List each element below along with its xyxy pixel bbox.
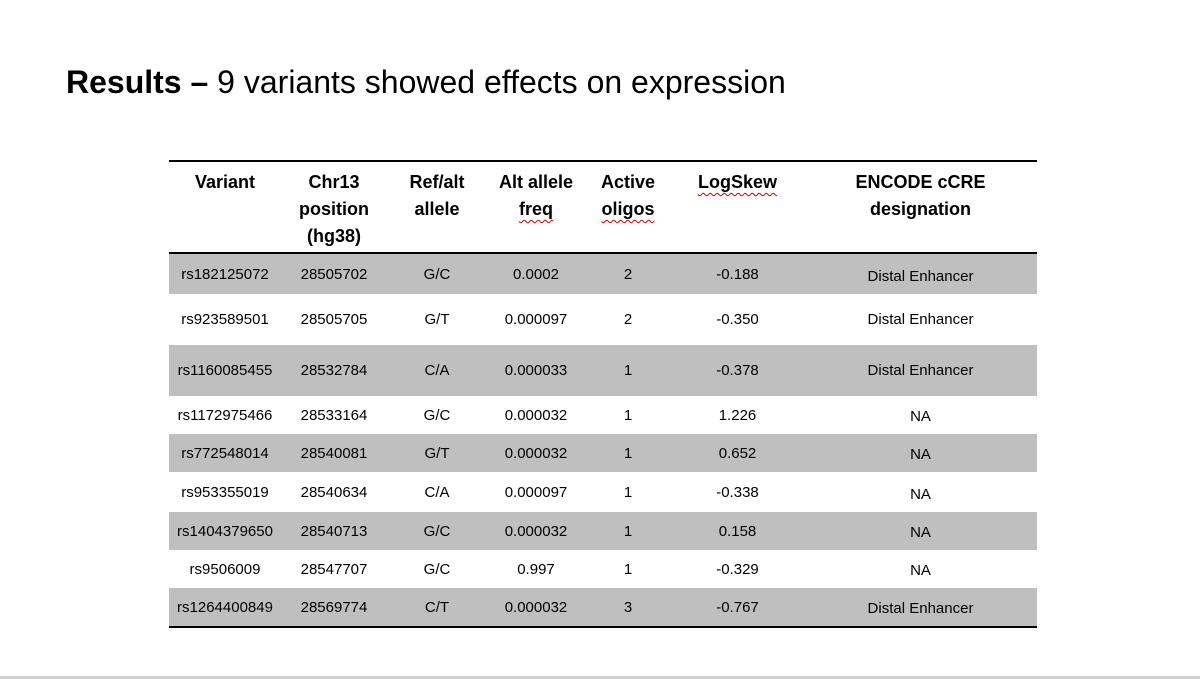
cell-variant: rs1172975466 xyxy=(177,406,273,424)
header-encode: ENCODE cCRE designation xyxy=(804,160,1037,254)
cell-ref-alt: G/C xyxy=(423,406,451,424)
cell-logskew: 0.158 xyxy=(671,512,804,550)
cell-encode: NA xyxy=(910,561,931,579)
cell-ref-alt: G/T xyxy=(424,311,450,328)
cell-variant: rs923589501 xyxy=(181,311,269,328)
cell-position: 28533164 xyxy=(300,406,368,424)
cell-logskew: -0.188 xyxy=(671,253,804,294)
header-variant: Variant xyxy=(169,160,281,254)
cell-position: 28532784 xyxy=(281,345,387,396)
table-row: rs182125072 28505702 G/C 0.0002 2 -0.188… xyxy=(169,253,1037,294)
cell-variant: rs9506009 xyxy=(189,560,261,578)
cell-position: 28505705 xyxy=(300,311,368,328)
cell-position: 28540634 xyxy=(300,483,368,501)
header-alt-freq: Alt allele freq xyxy=(487,160,585,254)
cell-alt-freq: 0.000097 xyxy=(504,311,568,328)
cell-logskew: -0.329 xyxy=(716,560,759,578)
cell-alt-freq: 0.000032 xyxy=(487,588,585,628)
cell-active-oligos: 1 xyxy=(623,560,633,578)
cell-active-oligos: 1 xyxy=(623,483,633,501)
cell-logskew: -0.767 xyxy=(671,588,804,628)
table-row: rs923589501 28505705 G/T 0.000097 2 -0.3… xyxy=(169,294,1037,345)
cell-encode: NA xyxy=(910,407,931,425)
cell-position: 28505702 xyxy=(281,253,387,294)
table-row: rs772548014 28540081 G/T 0.000032 1 0.65… xyxy=(169,434,1037,472)
cell-encode: NA xyxy=(804,434,1037,472)
cell-ref-alt: C/T xyxy=(387,588,487,628)
cell-active-oligos: 1 xyxy=(623,406,633,424)
cell-ref-alt: G/C xyxy=(387,253,487,294)
cell-alt-freq: 0.000032 xyxy=(504,406,568,424)
table-row: rs9506009 28547707 G/C 0.997 1 -0.329 NA xyxy=(169,550,1037,588)
title-rest: 9 variants showed effects on expression xyxy=(208,64,786,100)
cell-ref-alt: C/A xyxy=(387,345,487,396)
cell-logskew: -0.378 xyxy=(671,345,804,396)
cell-variant: rs1160085455 xyxy=(169,345,281,396)
table-row: rs953355019 28540634 C/A 0.000097 1 -0.3… xyxy=(169,472,1037,512)
cell-alt-freq: 0.0002 xyxy=(487,253,585,294)
cell-encode: Distal Enhancer xyxy=(804,253,1037,294)
table-row: rs1160085455 28532784 C/A 0.000033 1 -0.… xyxy=(169,345,1037,396)
cell-active-oligos: 2 xyxy=(623,311,633,328)
cell-position: 28569774 xyxy=(281,588,387,628)
cell-variant: rs182125072 xyxy=(169,253,281,294)
cell-logskew: 1.226 xyxy=(718,406,757,424)
cell-active-oligos: 1 xyxy=(585,512,671,550)
cell-encode: NA xyxy=(804,512,1037,550)
cell-variant: rs1264400849 xyxy=(169,588,281,628)
cell-alt-freq: 0.997 xyxy=(517,560,555,578)
cell-encode: Distal Enhancer xyxy=(804,588,1037,628)
cell-logskew: -0.338 xyxy=(716,483,759,501)
cell-encode: Distal Enhancer xyxy=(804,345,1037,396)
cell-ref-alt: G/T xyxy=(387,434,487,472)
header-active-oligos: Active oligos xyxy=(585,160,671,254)
cell-encode: NA xyxy=(910,485,931,503)
table-row: rs1404379650 28540713 G/C 0.000032 1 0.1… xyxy=(169,512,1037,550)
cell-ref-alt: G/C xyxy=(423,560,451,578)
header-position: Chr13 position (hg38) xyxy=(281,160,387,254)
cell-alt-freq: 0.000032 xyxy=(487,512,585,550)
cell-active-oligos: 1 xyxy=(585,345,671,396)
cell-active-oligos: 1 xyxy=(585,434,671,472)
header-ref-alt: Ref/alt allele xyxy=(387,160,487,254)
header-logskew: LogSkew xyxy=(671,160,804,254)
cell-variant: rs1404379650 xyxy=(169,512,281,550)
results-table: Variant Chr13 position (hg38) Ref/alt allel… xyxy=(169,160,1037,628)
cell-alt-freq: 0.000097 xyxy=(504,483,568,501)
cell-ref-alt: C/A xyxy=(424,483,450,501)
cell-logskew: -0.350 xyxy=(716,311,759,328)
cell-position: 28540713 xyxy=(281,512,387,550)
cell-alt-freq: 0.000033 xyxy=(487,345,585,396)
cell-logskew: 0.652 xyxy=(671,434,804,472)
cell-active-oligos: 2 xyxy=(585,253,671,294)
cell-position: 28540081 xyxy=(281,434,387,472)
cell-position: 28547707 xyxy=(300,560,368,578)
table-row: rs1172975466 28533164 G/C 0.000032 1 1.2… xyxy=(169,396,1037,434)
cell-variant: rs953355019 xyxy=(181,483,269,501)
cell-variant: rs772548014 xyxy=(169,434,281,472)
header-row: Variant Chr13 position (hg38) Ref/alt allel… xyxy=(169,160,1037,254)
cell-ref-alt: G/C xyxy=(387,512,487,550)
slide-title: Results – 9 variants showed effects on e… xyxy=(66,60,786,104)
cell-encode: Distal Enhancer xyxy=(867,311,974,328)
bottom-divider xyxy=(0,676,1200,679)
table-row: rs1264400849 28569774 C/T 0.000032 3 -0.… xyxy=(169,588,1037,628)
title-bold: Results – xyxy=(66,64,209,100)
cell-alt-freq: 0.000032 xyxy=(487,434,585,472)
cell-active-oligos: 3 xyxy=(585,588,671,628)
